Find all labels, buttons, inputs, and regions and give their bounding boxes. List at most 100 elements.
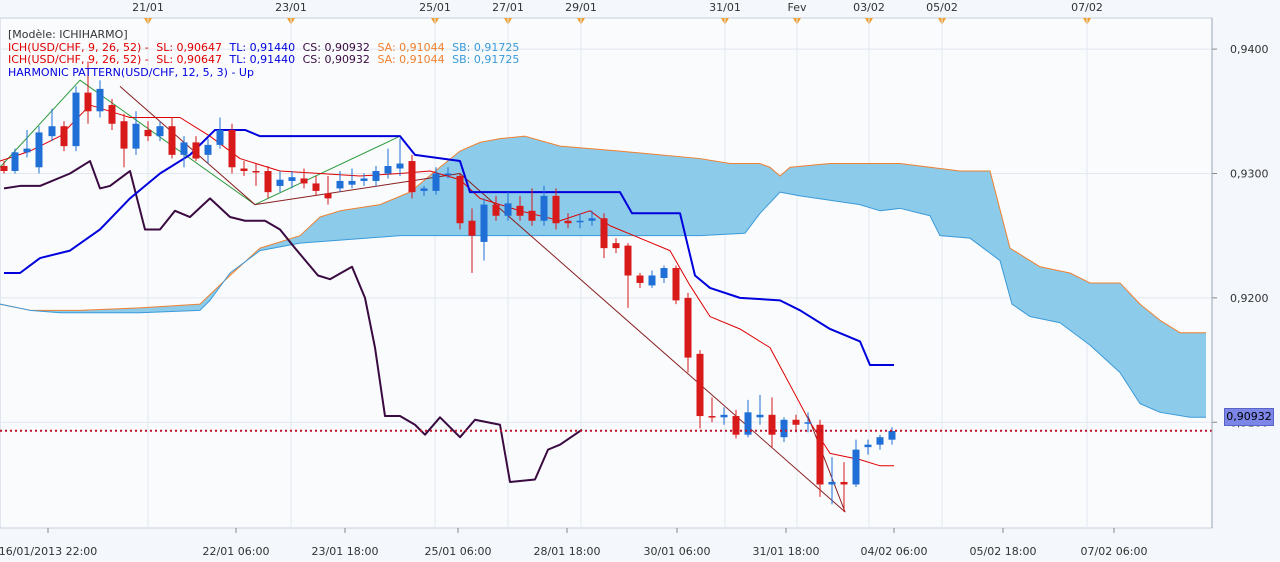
candle-body	[588, 218, 596, 221]
candle-up	[204, 138, 212, 164]
candle-body	[336, 180, 344, 189]
candle-body	[72, 92, 80, 147]
candle-up	[348, 168, 356, 189]
candle-down	[408, 154, 416, 199]
candle-body	[360, 178, 368, 181]
candle-up	[35, 126, 43, 174]
candle-up	[744, 399, 752, 438]
candle-down	[240, 161, 248, 176]
candle-body	[468, 220, 476, 236]
candle-body	[660, 268, 668, 278]
candle-body	[420, 188, 428, 191]
indicator-legend: [Modèle: ICHIHARMO] ICH(USD/CHF, 9, 26, …	[8, 28, 523, 79]
bottom-date-label: 31/01 18:00	[753, 545, 820, 558]
candle-body	[372, 171, 380, 181]
candle-body	[156, 126, 164, 137]
candle-down	[300, 168, 308, 189]
candle-up	[216, 117, 224, 149]
candle-body	[732, 416, 740, 435]
candle-down	[108, 98, 116, 130]
candle-body	[576, 220, 584, 223]
candle-body	[540, 195, 548, 221]
candle-down	[84, 61, 92, 124]
candle-body	[144, 129, 152, 137]
candle-body	[876, 437, 884, 445]
candle-down	[264, 166, 272, 199]
candle-down	[708, 397, 716, 423]
candle-body	[0, 166, 8, 171]
candle-down	[0, 161, 8, 174]
candle-body	[768, 414, 776, 435]
top-date-label: 03/02	[853, 1, 885, 14]
candle-down	[600, 213, 608, 259]
candle-down	[768, 397, 776, 448]
kijun-sen-line	[4, 128, 894, 367]
candle-down	[636, 273, 644, 288]
bottom-date-label: 16/01/2013 22:00	[0, 545, 97, 558]
candle-down	[120, 113, 128, 168]
legend-sb: SB: 0,91725	[452, 40, 520, 54]
candle-down	[840, 462, 848, 512]
candle-up	[480, 198, 488, 261]
bottom-date-label: 04/02 06:00	[861, 545, 928, 558]
legend-cs: CS: 0,90932	[302, 53, 370, 66]
candle-up	[876, 434, 884, 450]
candle-body	[744, 412, 752, 435]
candle-body	[756, 414, 764, 418]
candle-body	[192, 142, 200, 159]
candle-body	[252, 171, 260, 173]
y-tick-label: 0,9300	[1230, 167, 1269, 180]
candle-body	[852, 449, 860, 485]
candle-body	[312, 183, 320, 191]
last-price-tag: 0,90932	[1224, 408, 1274, 426]
candle-body	[636, 275, 644, 283]
candle-body	[504, 203, 512, 216]
candle-up	[720, 407, 728, 425]
candle-down	[792, 414, 800, 433]
candle-body	[300, 178, 308, 184]
candle-body	[276, 179, 284, 186]
top-date-label: 25/01	[419, 1, 451, 14]
candle-down	[612, 238, 620, 254]
bottom-date-label: 28/01 18:00	[534, 545, 601, 558]
candle-down	[732, 409, 740, 439]
candlesticks	[0, 61, 896, 512]
candle-up	[432, 167, 440, 195]
candle-up	[804, 412, 812, 433]
candle-up	[504, 192, 512, 221]
senkou-span-a-line	[0, 135, 1206, 334]
candle-up	[372, 166, 380, 186]
candle-body	[288, 177, 296, 181]
candle-body	[612, 243, 620, 249]
candle-up	[540, 185, 548, 226]
legend-sl: SL: 0,90647	[156, 53, 223, 66]
candle-body	[480, 204, 488, 242]
harmonic-pattern-up-line	[0, 79, 401, 206]
candle-body	[132, 123, 140, 149]
bottom-date-label: 25/01 06:00	[425, 545, 492, 558]
candle-body	[600, 218, 608, 249]
indicator-lines	[0, 79, 1206, 513]
candle-down	[816, 419, 824, 497]
candle-body	[408, 161, 416, 193]
candle-up	[780, 417, 788, 443]
candle-body	[240, 168, 248, 171]
candle-down	[516, 195, 524, 221]
candle-body	[456, 175, 464, 224]
candle-up	[756, 394, 764, 425]
candle-down	[192, 136, 200, 162]
candle-body	[528, 210, 536, 221]
candle-body	[708, 416, 716, 418]
ichimoku-legend-row-1: ICH(USD/CHF, 9, 26, 52) - SL: 0,90647 TL…	[8, 40, 523, 55]
y-tick-label: 0,9200	[1230, 292, 1269, 305]
candle-body	[348, 180, 356, 185]
candle-down	[624, 243, 632, 308]
candle-body	[108, 105, 116, 124]
legend-tl: TL: 0,91440	[229, 40, 296, 54]
top-date-label: 31/01	[709, 1, 741, 14]
y-tick-label: 0,9400	[1230, 43, 1269, 56]
candle-up	[96, 80, 104, 118]
candle-up	[396, 138, 404, 176]
candle-body	[84, 92, 92, 112]
legend-cs: CS: 0,90932	[302, 40, 370, 54]
